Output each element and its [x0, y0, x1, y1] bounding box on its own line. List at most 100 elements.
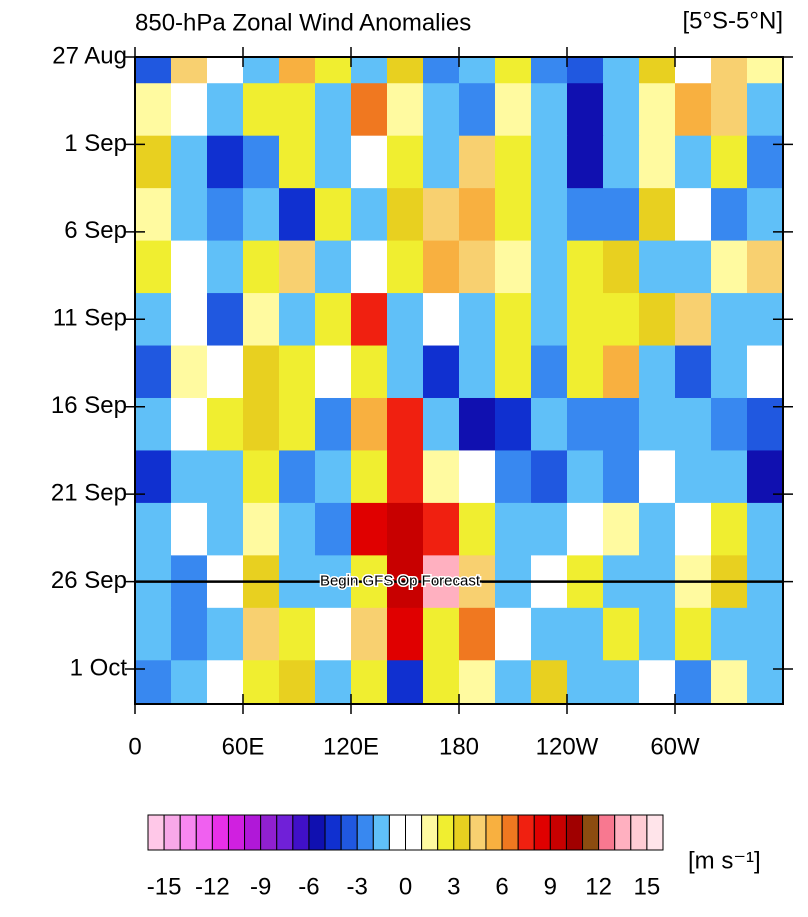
- colorbar-box: [405, 814, 423, 851]
- colorbar-label: -3: [347, 873, 368, 900]
- colorbar-box: [276, 814, 294, 851]
- field-cell: [171, 502, 208, 556]
- field-cell: [387, 502, 424, 556]
- field-cell: [387, 135, 424, 189]
- field-cell: [135, 135, 172, 189]
- field-cell: [495, 502, 532, 556]
- field-cell: [747, 345, 783, 399]
- field-cell: [423, 240, 460, 294]
- field-cell: [747, 450, 783, 504]
- colorbar-box: [582, 814, 600, 851]
- field-cell: [387, 57, 424, 84]
- y-tick-label: 26 Sep: [51, 567, 127, 594]
- field-cell: [279, 345, 316, 399]
- field-cell: [567, 240, 604, 294]
- colorbar-box: [421, 814, 439, 851]
- field-cell: [243, 293, 280, 347]
- field-cell: [747, 240, 783, 294]
- field-cell: [207, 240, 244, 294]
- field-cell: [711, 660, 748, 704]
- field-cell: [459, 450, 496, 504]
- field-cell: [675, 293, 712, 347]
- field-cell: [675, 660, 712, 704]
- field-cell: [387, 83, 424, 137]
- field-cell: [603, 57, 640, 84]
- field-cell: [531, 135, 568, 189]
- field-cell: [675, 135, 712, 189]
- colorbar-box: [308, 814, 326, 851]
- field-cell: [711, 345, 748, 399]
- field-cell: [567, 293, 604, 347]
- field-cell: [135, 607, 172, 661]
- field-cell: [387, 450, 424, 504]
- field-cell: [675, 607, 712, 661]
- field-cell: [675, 450, 712, 504]
- field-cell: [603, 502, 640, 556]
- x-tick-label: 120E: [323, 733, 379, 760]
- field-cell: [207, 135, 244, 189]
- field-cell: [279, 135, 316, 189]
- field-cell: [423, 83, 460, 137]
- field-cell: [495, 660, 532, 704]
- field-cell: [171, 660, 208, 704]
- field-cell: [639, 450, 676, 504]
- field-cell: [351, 397, 388, 451]
- field-cell: [243, 188, 280, 242]
- field-cell: [639, 345, 676, 399]
- colorbar-box: [437, 814, 455, 851]
- field-cell: [531, 345, 568, 399]
- chart-title: 850-hPa Zonal Wind Anomalies: [135, 9, 471, 36]
- field-cell: [279, 450, 316, 504]
- colorbar-box: [340, 814, 358, 851]
- field-cell: [495, 397, 532, 451]
- field-cell: [423, 188, 460, 242]
- colorbar-box: [630, 814, 648, 851]
- colorbar-box: [292, 814, 310, 851]
- field-cell: [675, 57, 712, 84]
- colorbar-label: 0: [399, 873, 412, 900]
- field-cell: [171, 397, 208, 451]
- colorbar-box: [179, 814, 197, 851]
- field-cell: [423, 660, 460, 704]
- field-cell: [459, 188, 496, 242]
- field-cell: [351, 345, 388, 399]
- colorbar-label: 9: [544, 873, 557, 900]
- field-cell: [459, 607, 496, 661]
- field-cell: [675, 397, 712, 451]
- field-cell: [351, 293, 388, 347]
- field-cell: [603, 240, 640, 294]
- colorbar-box: [372, 814, 390, 851]
- field-cell: [243, 135, 280, 189]
- field-cell: [387, 293, 424, 347]
- field-cell: [279, 397, 316, 451]
- field-cell: [315, 345, 352, 399]
- colorbar-box: [598, 814, 616, 851]
- y-tick-label: 1 Sep: [64, 130, 127, 157]
- colorbar-box: [646, 814, 664, 851]
- field-cell: [135, 397, 172, 451]
- field-cell: [747, 188, 783, 242]
- y-tick-label: 1 Oct: [70, 654, 128, 681]
- field-cell: [243, 502, 280, 556]
- field-cell: [243, 397, 280, 451]
- field-cell: [423, 293, 460, 347]
- field-cell: [531, 293, 568, 347]
- colorbar-label: 15: [634, 873, 661, 900]
- colorbar-label: 3: [447, 873, 460, 900]
- field-cell: [135, 660, 172, 704]
- field-cell: [279, 607, 316, 661]
- field-cell: [171, 188, 208, 242]
- field-cell: [351, 57, 388, 84]
- colorbar-box: [356, 814, 374, 851]
- field-cell: [639, 240, 676, 294]
- field-cell: [603, 660, 640, 704]
- y-tick-label: 6 Sep: [64, 217, 127, 244]
- field-cell: [711, 135, 748, 189]
- field-cell: [531, 607, 568, 661]
- field-cell: [711, 397, 748, 451]
- field-cell: [603, 83, 640, 137]
- colorbar-box: [195, 814, 213, 851]
- field-cell: [315, 240, 352, 294]
- field-cell: [639, 188, 676, 242]
